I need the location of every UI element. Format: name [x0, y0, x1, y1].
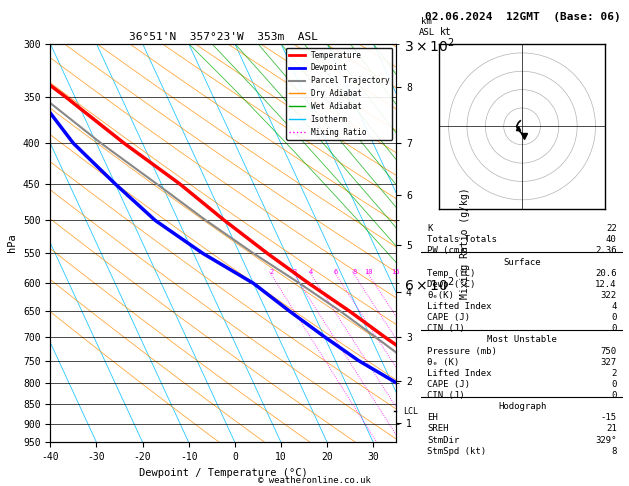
Text: 02.06.2024  12GMT  (Base: 06): 02.06.2024 12GMT (Base: 06) [425, 12, 620, 22]
Text: 0: 0 [611, 313, 616, 322]
X-axis label: Dewpoint / Temperature (°C): Dewpoint / Temperature (°C) [139, 468, 308, 478]
Text: 15: 15 [392, 269, 400, 275]
Text: 12.4: 12.4 [595, 280, 616, 289]
Text: 750: 750 [601, 347, 616, 356]
Text: 0: 0 [611, 380, 616, 389]
Text: θₑ(K): θₑ(K) [428, 291, 454, 300]
Text: Surface: Surface [503, 258, 541, 267]
Text: 8: 8 [611, 447, 616, 456]
Text: © weatheronline.co.uk: © weatheronline.co.uk [258, 476, 371, 485]
Text: 40: 40 [606, 235, 616, 244]
Text: 6: 6 [334, 269, 338, 275]
Text: 3: 3 [292, 269, 296, 275]
Text: CAPE (J): CAPE (J) [428, 313, 470, 322]
Text: 327: 327 [601, 358, 616, 367]
Text: Dewp (°C): Dewp (°C) [428, 280, 476, 289]
Text: θₑ (K): θₑ (K) [428, 358, 460, 367]
Text: Totals Totals: Totals Totals [428, 235, 498, 244]
Text: Hodograph: Hodograph [498, 402, 546, 411]
Text: K: K [428, 224, 433, 233]
Text: 0: 0 [611, 391, 616, 400]
Text: LCL: LCL [403, 407, 418, 416]
Text: Temp (°C): Temp (°C) [428, 269, 476, 278]
Text: 21: 21 [606, 424, 616, 434]
Text: 2.36: 2.36 [595, 246, 616, 256]
Text: Most Unstable: Most Unstable [487, 335, 557, 345]
Text: CAPE (J): CAPE (J) [428, 380, 470, 389]
Text: 22: 22 [606, 224, 616, 233]
Text: CIN (J): CIN (J) [428, 324, 465, 333]
Text: kt: kt [440, 27, 451, 37]
Text: 4: 4 [309, 269, 313, 275]
Text: 8: 8 [352, 269, 357, 275]
Text: km
ASL: km ASL [419, 17, 435, 37]
Y-axis label: hPa: hPa [8, 234, 18, 252]
Text: 20.6: 20.6 [595, 269, 616, 278]
Text: 4: 4 [611, 302, 616, 311]
Y-axis label: Mixing Ratio (g/kg): Mixing Ratio (g/kg) [460, 187, 470, 299]
Text: SREH: SREH [428, 424, 449, 434]
Text: EH: EH [428, 413, 438, 422]
Text: Lifted Index: Lifted Index [428, 302, 492, 311]
Text: 329°: 329° [595, 435, 616, 445]
Text: StmSpd (kt): StmSpd (kt) [428, 447, 487, 456]
Text: Pressure (mb): Pressure (mb) [428, 347, 498, 356]
Legend: Temperature, Dewpoint, Parcel Trajectory, Dry Adiabat, Wet Adiabat, Isotherm, Mi: Temperature, Dewpoint, Parcel Trajectory… [286, 48, 392, 139]
Text: 322: 322 [601, 291, 616, 300]
Text: PW (cm): PW (cm) [428, 246, 465, 256]
Text: Lifted Index: Lifted Index [428, 369, 492, 378]
Text: 2: 2 [269, 269, 274, 275]
Text: CIN (J): CIN (J) [428, 391, 465, 400]
Text: StmDir: StmDir [428, 435, 460, 445]
Text: -15: -15 [601, 413, 616, 422]
Text: 0: 0 [611, 324, 616, 333]
Title: 36°51'N  357°23'W  353m  ASL: 36°51'N 357°23'W 353m ASL [129, 32, 318, 42]
Text: 2: 2 [611, 369, 616, 378]
Text: 10: 10 [364, 269, 373, 275]
